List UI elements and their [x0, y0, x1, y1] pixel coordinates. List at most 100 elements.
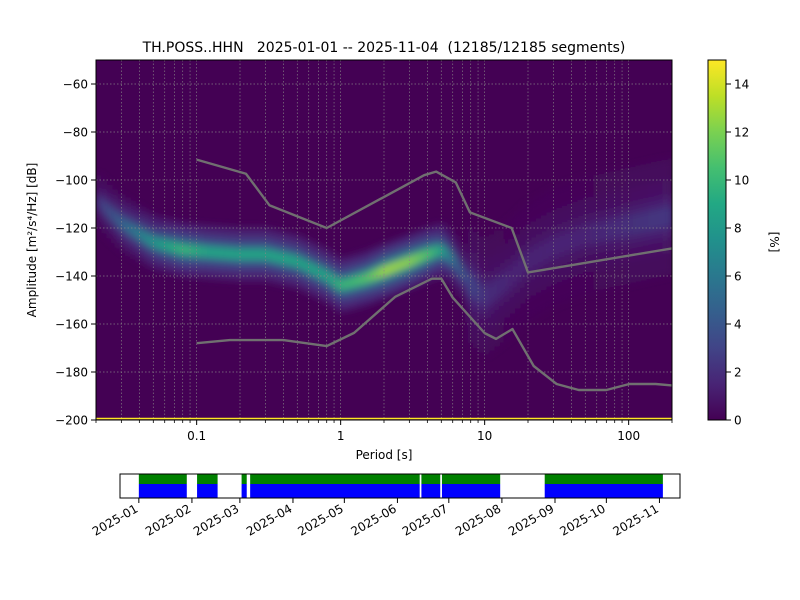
- density-cell: [619, 216, 626, 238]
- density-cell: [357, 275, 364, 285]
- psd-used-segment: [138, 474, 187, 484]
- colorbar-label: [%]: [767, 232, 781, 253]
- density-cell: [268, 250, 275, 261]
- grid-lines: [96, 60, 672, 420]
- x-tick-label: 0.1: [187, 429, 206, 443]
- density-cell: [541, 242, 548, 264]
- density-cell: [226, 248, 233, 259]
- availability-segment: [138, 484, 187, 498]
- density-cell: [572, 228, 579, 250]
- density-cell: [493, 278, 500, 300]
- density-cell: [116, 216, 123, 227]
- density-cell: [342, 279, 349, 290]
- density-cell: [666, 206, 672, 228]
- density-cell: [242, 249, 249, 260]
- x-tick-label: 100: [617, 429, 640, 443]
- density-cell: [567, 230, 574, 252]
- availability-segment: [197, 484, 218, 498]
- density-cell: [577, 226, 584, 248]
- noise-models: [196, 158, 672, 392]
- density-cell: [431, 247, 438, 257]
- density-cell: [651, 209, 658, 231]
- density-cell: [551, 236, 558, 258]
- density-cell: [263, 249, 270, 260]
- density-cell: [420, 251, 427, 261]
- density-cell: [399, 259, 406, 270]
- y-tick-label: −140: [55, 270, 88, 284]
- psd-used-segment: [241, 474, 247, 484]
- density-cell: [164, 240, 171, 251]
- density-cell: [247, 249, 254, 260]
- colorbar-tick-label: 8: [734, 222, 742, 236]
- density-cell: [499, 274, 506, 296]
- x-tick-label: 10: [477, 429, 492, 443]
- density-cell: [514, 260, 521, 282]
- timeline-tick-label: 2025-11: [611, 501, 661, 538]
- y-tick-label: −160: [55, 318, 88, 332]
- density-cell: [562, 232, 569, 254]
- density-cell: [315, 267, 322, 277]
- x-tick-label: 1: [337, 429, 345, 443]
- density-cell: [284, 254, 291, 265]
- density-cell: [127, 223, 134, 234]
- density-cell: [310, 264, 317, 275]
- density-cell: [96, 196, 103, 207]
- density-cell: [200, 246, 207, 257]
- density-cell: [368, 271, 375, 282]
- density-cell: [289, 255, 296, 266]
- density-cell: [185, 245, 192, 255]
- density-cell: [394, 261, 401, 272]
- density-cell: [300, 259, 307, 270]
- colorbar-tick-label: 0: [734, 414, 742, 428]
- density-cell: [137, 229, 144, 240]
- density-cell: [630, 214, 637, 236]
- density-cell: [530, 248, 537, 270]
- density-cell: [237, 249, 244, 260]
- density-cell: [478, 283, 485, 305]
- y-tick-label: −120: [55, 222, 88, 236]
- availability-segment: [544, 484, 663, 498]
- density-cell: [258, 249, 265, 260]
- density-cell: [148, 236, 155, 246]
- density-cell: [384, 265, 391, 276]
- colorbar-ticks: 0 2 4 6 8 10 12 14: [726, 78, 749, 428]
- density-cell: [614, 217, 621, 239]
- density-cell: [504, 270, 511, 292]
- y-tick-label: −100: [55, 174, 88, 188]
- y-tick-label: −200: [55, 414, 88, 428]
- density-cell: [378, 267, 385, 278]
- density-cell: [347, 278, 354, 288]
- density-cell: [441, 247, 448, 257]
- psd-used-segment: [421, 474, 441, 484]
- density-cell: [195, 246, 202, 256]
- density-cell: [446, 251, 453, 262]
- density-cell: [556, 234, 563, 256]
- density-cell: [111, 211, 118, 222]
- timeline-tick-label: 2025-10: [557, 501, 607, 538]
- colorbar-tick-label: 6: [734, 270, 742, 284]
- density-cell: [221, 248, 228, 259]
- density-cell: [598, 221, 605, 243]
- density-cell: [205, 247, 212, 257]
- density-cell: [321, 269, 328, 280]
- timeline-tick-label: 2025-05: [295, 501, 345, 538]
- colorbar: [707, 59, 727, 421]
- psd-used-segment: [197, 474, 218, 484]
- density-cell: [336, 280, 343, 290]
- density-bands: [96, 158, 672, 355]
- density-cell: [174, 243, 181, 254]
- timeline-tick-label: 2025-08: [453, 501, 503, 538]
- colorbar-tick-label: 4: [734, 318, 742, 332]
- density-cell: [645, 210, 652, 232]
- colorbar-tick-label: 10: [734, 174, 749, 188]
- psd-used-segment: [544, 474, 663, 484]
- density-cell: [279, 253, 286, 263]
- density-cell: [520, 255, 527, 278]
- availability-segment: [250, 484, 420, 498]
- density-cell: [232, 249, 239, 259]
- x-axis: 0.1 1 10 100: [95, 420, 673, 443]
- y-tick-label: −180: [55, 366, 88, 380]
- timeline-tick-label: 2025-03: [191, 501, 241, 538]
